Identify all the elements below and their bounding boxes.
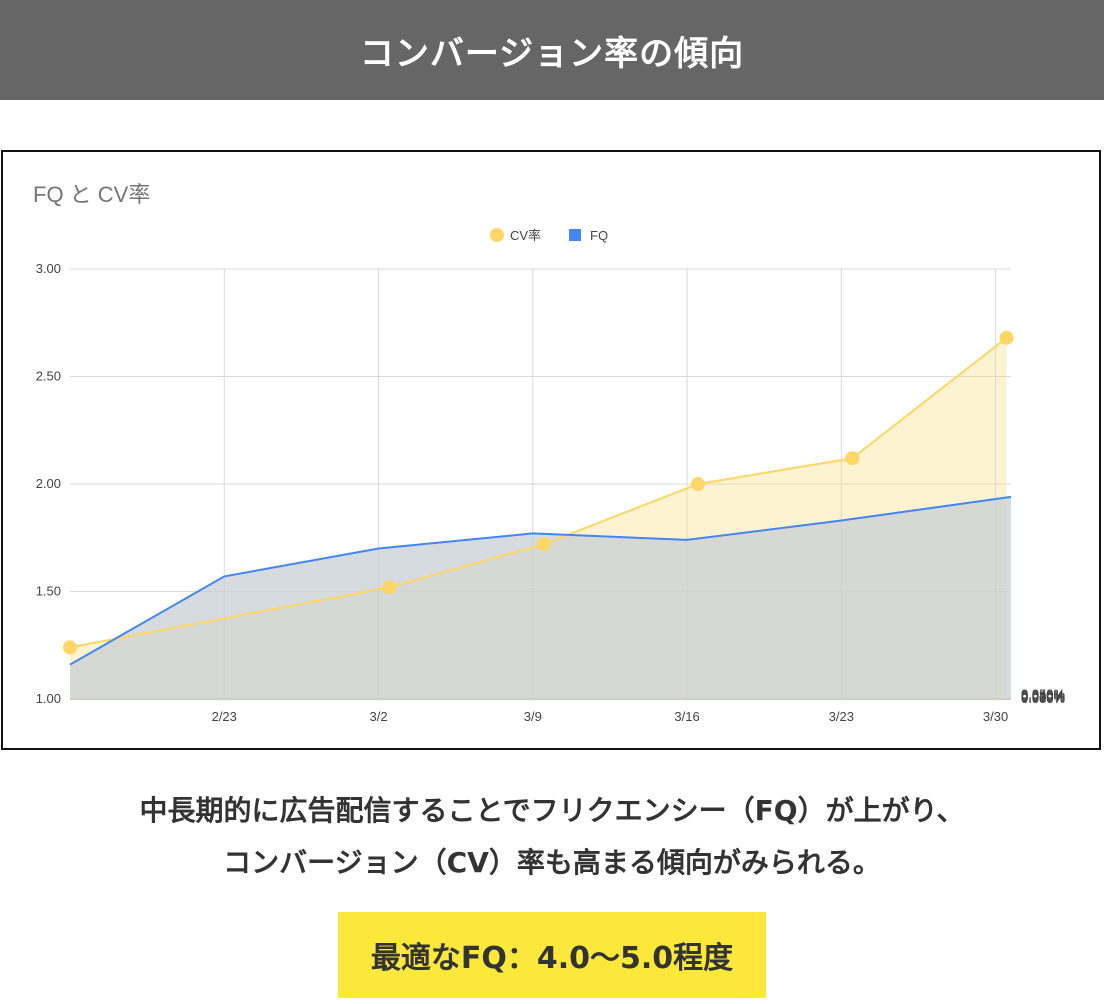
- caption-line-2: コンバージョン（CV）率も高まる傾向がみられる。: [223, 846, 881, 879]
- x-tick-label: 3/2: [369, 709, 387, 724]
- x-tick-label: 3/16: [674, 709, 699, 724]
- legend-cv-marker: [490, 228, 504, 242]
- y-left-tick-label: 2.00: [36, 476, 61, 491]
- x-tick-label: 3/23: [829, 709, 854, 724]
- y-right-tick-label: 0.030%: [1021, 688, 1066, 703]
- caption: 中長期的に広告配信することでフリクエンシー（FQ）が上がり、 コンバージョン（C…: [0, 785, 1104, 889]
- cv-point: [536, 537, 551, 552]
- legend-fq-marker: [569, 229, 581, 241]
- cv-point: [999, 330, 1014, 345]
- y-right-tick-label: 0.040%: [1021, 688, 1066, 703]
- fq-cv-chart: FQ と CV率 CV率 FQ 1.00 1.50 2.00 2.50 3.00 0.000%0…: [33, 182, 1066, 724]
- page-header: コンバージョン率の傾向: [0, 0, 1104, 100]
- y-left-tick-label: 3.00: [36, 261, 61, 276]
- chart-title: FQ と CV率: [33, 182, 150, 207]
- optimal-fq-text: 最適なFQ：4.0〜5.0程度: [370, 941, 734, 976]
- y-right-tick-label: 0.010%: [1021, 690, 1066, 705]
- caption-line-1: 中長期的に広告配信することでフリクエンシー（FQ）が上がり、: [139, 794, 965, 827]
- y-right-tick-label: 0.000%: [1021, 691, 1066, 706]
- x-tick-label: 3/9: [524, 709, 542, 724]
- y-left-tick-label: 1.50: [36, 584, 61, 599]
- page-title: コンバージョン率の傾向: [359, 33, 745, 74]
- cv-point: [382, 580, 397, 595]
- y-right-tick-label: 0.050%: [1021, 687, 1066, 702]
- fq-area: [70, 496, 1011, 699]
- chart-frame: FQ と CV率 CV率 FQ 1.00 1.50 2.00 2.50 3.00 0.000% 0…: [1, 150, 1101, 750]
- x-tick-label: 2/23: [212, 709, 237, 724]
- x-tick-label: 3/30: [983, 709, 1008, 724]
- y-right-tick-label: 0.020%: [1021, 689, 1066, 704]
- fq-line: [69, 495, 1012, 666]
- cv-line: [69, 337, 1008, 649]
- cv-point: [691, 477, 706, 491]
- optimal-fq-badge: 最適なFQ：4.0〜5.0程度: [338, 912, 766, 998]
- y-left-tick-label: 1.00: [36, 691, 61, 706]
- legend-fq-label: FQ: [590, 228, 608, 243]
- y-left-tick-label: 2.50: [36, 369, 61, 384]
- cv-point: [63, 640, 77, 655]
- cv-point: [845, 451, 860, 466]
- legend-cv-label: CV率: [510, 228, 541, 243]
